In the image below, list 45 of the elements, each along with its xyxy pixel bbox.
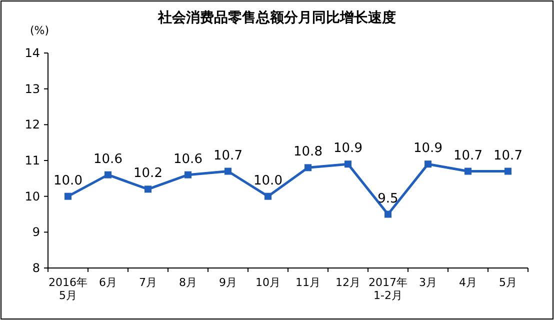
point (64, 192, 72, 200)
y-axis-title: (%) (30, 24, 50, 37)
x-tick-label: 11月 (296, 276, 320, 289)
point (144, 186, 152, 193)
point (224, 168, 232, 175)
data-label: 10.7 (214, 148, 242, 164)
point (504, 168, 512, 175)
data-label: 10.9 (414, 141, 442, 156)
y-tick-label: 8 (32, 261, 40, 275)
data-label: 10.7 (494, 148, 522, 164)
chart-title: 社会消费品零售总额分月同比增长速度 (157, 9, 396, 26)
x-tick-label: 12月 (336, 276, 360, 289)
x-tick-label: 4月 (459, 276, 477, 289)
x-tick-label: 5月 (499, 276, 517, 289)
data-label: 9.5 (378, 191, 398, 206)
data-label: 10.8 (294, 144, 322, 160)
point (264, 192, 272, 200)
x-tick-label: 6月 (99, 276, 117, 289)
y-tick-label: 11 (24, 154, 40, 168)
point (424, 160, 432, 168)
data-label: 10.2 (134, 166, 162, 182)
y-tick-label: 12 (24, 118, 40, 132)
data-label: 10.9 (334, 141, 362, 156)
y-tick-label: 10 (24, 189, 40, 204)
data-label: 10.6 (174, 152, 202, 167)
point (464, 168, 472, 175)
data-label: 10.6 (94, 152, 122, 167)
point (104, 171, 112, 178)
point (184, 171, 192, 178)
point (344, 160, 352, 168)
point (304, 164, 312, 172)
y-tick-label: 14 (24, 46, 40, 60)
x-tick-label: 2017年 1-2月 (368, 276, 408, 302)
x-tick-label: 10月 (256, 276, 280, 289)
x-tick-label: 9月 (219, 276, 237, 289)
y-tick-label: 9 (32, 225, 40, 240)
data-label: 10.7 (454, 148, 482, 164)
data-label: 10.0 (54, 173, 82, 188)
x-tick-label: 2016年 5月 (48, 276, 88, 302)
x-tick-label: 3月 (419, 276, 437, 289)
x-tick-label: 8月 (179, 276, 197, 289)
data-label: 10.0 (254, 173, 282, 188)
point (384, 210, 392, 218)
y-tick-label: 13 (24, 82, 40, 96)
x-tick-label: 7月 (139, 276, 157, 289)
